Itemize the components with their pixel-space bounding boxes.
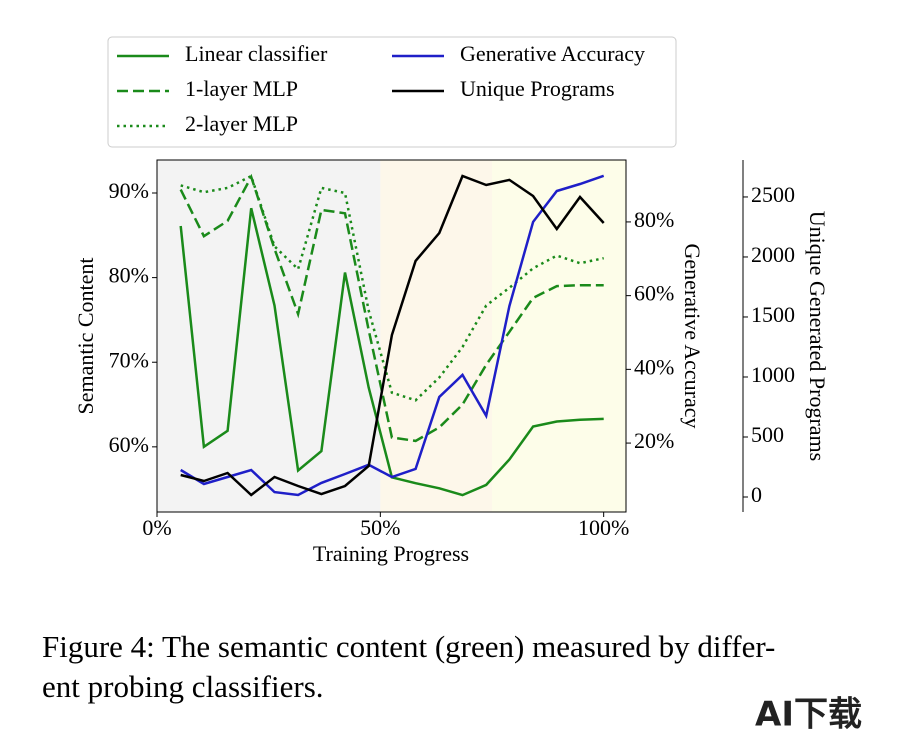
shaded-region <box>380 160 492 512</box>
x-tick-label: 0% <box>142 515 171 540</box>
series-line <box>180 174 605 497</box>
legend-label: Linear classifier <box>185 41 328 66</box>
y-tick-label: 80% <box>109 263 149 288</box>
y2-tick-label: 60% <box>634 281 674 306</box>
watermark: AI下载 <box>755 695 862 735</box>
x-tick-label: 50% <box>360 515 400 540</box>
series-line <box>180 174 604 402</box>
y3-tick-label: 1500 <box>751 302 795 327</box>
y2-tick-label: 20% <box>634 428 674 453</box>
y2-tick-label: 40% <box>634 354 674 379</box>
y-axis-title: Semantic Content <box>73 257 98 414</box>
y-tick-label: 60% <box>109 432 149 457</box>
y3-tick-label: 1000 <box>751 362 795 387</box>
y3-axis-title: Unique Generated Programs <box>805 211 830 461</box>
caption: ent probing classifiers. <box>42 669 324 704</box>
x-axis-title: Training Progress <box>313 541 469 566</box>
y3-tick-label: 2000 <box>751 242 795 267</box>
series-line <box>180 174 605 497</box>
legend-label: 2-layer MLP <box>185 111 298 136</box>
legend-label: Unique Programs <box>460 76 615 101</box>
shaded-region <box>492 160 626 512</box>
y-tick-label: 90% <box>109 178 149 203</box>
y3-tick-label: 0 <box>751 482 762 507</box>
legend-label: Generative Accuracy <box>460 41 645 66</box>
y3-tick-label: 2500 <box>751 182 795 207</box>
y-tick-label: 70% <box>109 347 149 372</box>
x-tick-label: 100% <box>578 515 629 540</box>
caption: Figure 4: The semantic content (green) m… <box>42 629 775 664</box>
y3-tick-label: 500 <box>751 422 784 447</box>
shaded-region <box>157 160 381 512</box>
y2-axis-title: Generative Accuracy <box>680 243 705 428</box>
legend-label: 1-layer MLP <box>185 76 298 101</box>
series-line <box>179 173 604 443</box>
y2-tick-label: 80% <box>634 207 674 232</box>
plot-frame <box>156 159 627 513</box>
background-layer <box>157 160 626 512</box>
